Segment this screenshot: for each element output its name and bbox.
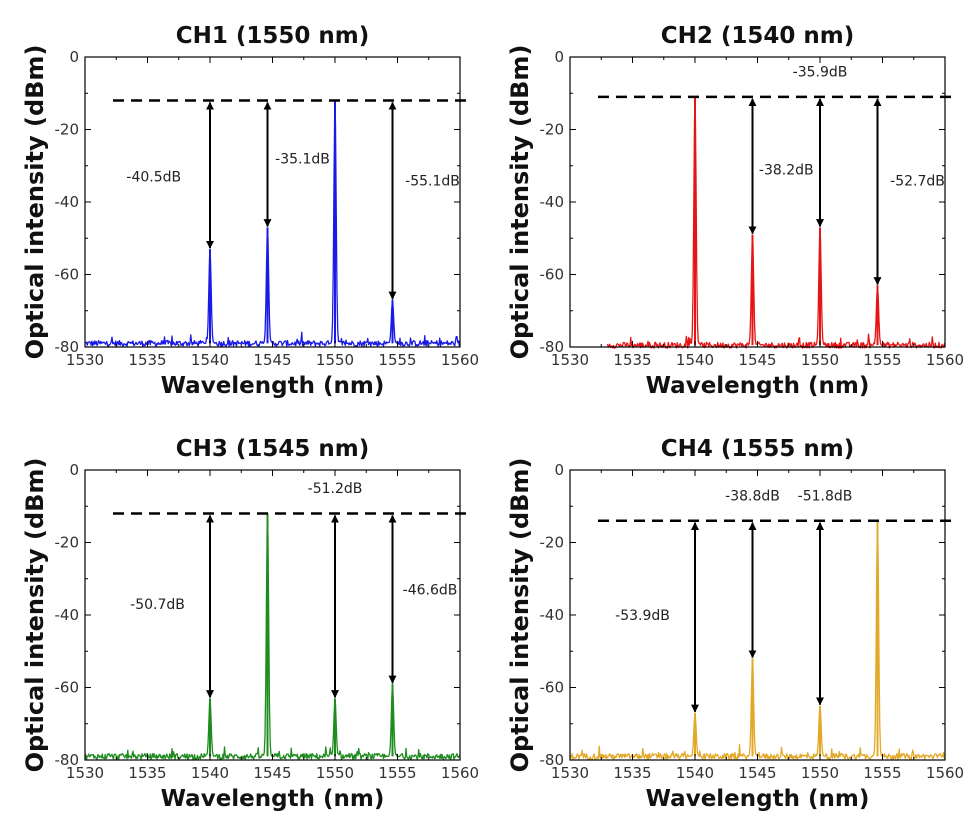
x-tick-label: 1550 [801,351,839,369]
x-tick-label: 1550 [316,351,354,369]
annotation-label: -35.9dB [793,65,848,81]
x-tick-label: 1555 [863,351,901,369]
x-tick-label: 1560 [441,764,479,782]
y-tick-label: 0 [554,48,564,66]
x-tick-label: 1530 [66,764,104,782]
x-tick-label: 1555 [863,764,901,782]
annotation-label: -40.5dB [126,170,181,186]
x-tick-label: 1535 [613,351,651,369]
y-tick-label: 0 [69,461,79,479]
panel-title: CH3 (1545 nm) [176,436,370,462]
x-tick-label: 1535 [613,764,651,782]
y-tick-label: -80 [540,751,565,769]
annotation-label: -50.7dB [130,597,185,613]
annotation-label: -35.1dB [275,152,330,168]
x-tick-label: 1530 [551,351,589,369]
annotation-label: -46.6dB [403,583,458,599]
annotation-label: -55.1dB [405,173,460,189]
x-tick-label: 1555 [378,764,416,782]
x-tick-label: 1530 [66,351,104,369]
panel-title: CH4 (1555 nm) [661,436,855,462]
y-tick-label: -40 [55,606,80,624]
x-tick-label: 1540 [191,351,229,369]
spectrum-trace [84,518,461,760]
spectrum-trace [606,102,946,349]
panel-3: CH3 (1545 nm) Wavelength (nm) Optical inte… [21,436,479,812]
y-tick-label: -80 [55,751,80,769]
y-tick-label: -20 [540,534,565,552]
annotation-label: -38.8dB [725,488,780,504]
x-tick-label: 1550 [316,764,354,782]
x-tick-label: 1530 [551,764,589,782]
y-tick-label: -60 [540,679,565,697]
x-tick-label: 1560 [926,764,964,782]
panel-title: CH1 (1550 nm) [176,23,370,49]
x-tick-label: 1560 [441,351,479,369]
panel-1: CH1 (1550 nm) Wavelength (nm) Optical inte… [21,23,479,399]
plot-frame [569,56,946,348]
y-axis-label: Optical intensity (dBm) [21,458,49,773]
y-axis-label: Optical intensity (dBm) [506,458,534,773]
panel-4: CH4 (1555 nm) Wavelength (nm) Optical inte… [506,436,964,812]
y-tick-label: -80 [55,338,80,356]
x-tick-label: 1550 [801,764,839,782]
x-tick-label: 1535 [128,351,166,369]
y-axis-label: Optical intensity (dBm) [506,45,534,360]
x-tick-label: 1555 [378,351,416,369]
spectrum-trace [569,520,946,760]
x-axis-label: Wavelength (nm) [646,786,870,812]
x-tick-label: 1540 [191,764,229,782]
y-tick-label: -20 [55,534,80,552]
panel-2: CH2 (1540 nm) Wavelength (nm) Optical inte… [506,23,964,399]
x-axis-label: Wavelength (nm) [646,373,870,399]
y-tick-label: -40 [540,193,565,211]
annotation-label: -51.8dB [798,488,853,504]
y-tick-label: -60 [55,679,80,697]
y-tick-label: 0 [69,48,79,66]
spectrum-trace [84,105,461,347]
x-axis-label: Wavelength (nm) [161,786,385,812]
x-tick-label: 1545 [253,351,291,369]
annotation-label: -38.2dB [759,162,814,178]
y-tick-label: -40 [540,606,565,624]
annotation-label: -52.7dB [890,173,945,189]
x-axis-label: Wavelength (nm) [161,373,385,399]
x-tick-label: 1540 [676,764,714,782]
x-tick-label: 1545 [738,351,776,369]
y-tick-label: 0 [554,461,564,479]
y-tick-label: -20 [540,121,565,139]
x-tick-label: 1560 [926,351,964,369]
y-tick-label: -40 [55,193,80,211]
x-tick-label: 1540 [676,351,714,369]
x-tick-label: 1545 [253,764,291,782]
panel-title: CH2 (1540 nm) [661,23,855,49]
y-tick-label: -60 [55,266,80,284]
x-tick-label: 1535 [128,764,166,782]
y-tick-label: -20 [55,121,80,139]
y-tick-label: -60 [540,266,565,284]
annotation-label: -51.2dB [308,481,363,497]
y-axis-label: Optical intensity (dBm) [21,45,49,360]
annotation-label: -53.9dB [615,608,670,624]
y-tick-label: -80 [540,338,565,356]
x-tick-label: 1545 [738,764,776,782]
